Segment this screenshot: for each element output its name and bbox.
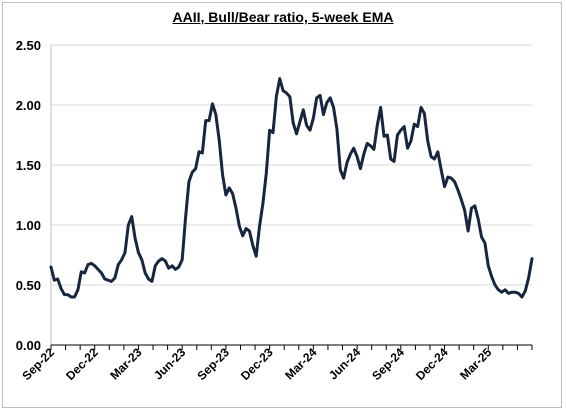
x-tick-label: Mar-24 [282, 345, 319, 382]
x-tick-label: Mar-23 [107, 345, 144, 382]
x-tick-label: Dec-22 [63, 345, 101, 383]
y-tick-label: 1.00 [16, 218, 41, 233]
y-tick-label: 2.50 [16, 38, 41, 53]
y-tick-label: 2.00 [16, 98, 41, 113]
x-tick-label: Dec-24 [413, 345, 451, 383]
chart-title: AAII, Bull/Bear ratio, 5-week EMA [172, 9, 394, 25]
x-tick-label: Jun-24 [326, 345, 363, 382]
axes [50, 45, 533, 350]
series-group [49, 77, 534, 299]
x-tick-label: Sep-23 [194, 345, 232, 383]
x-tick-labels: Sep-22 Dec-22 Mar-23 Jun-23 Sep-23 Dec-23 Mar-… [19, 345, 494, 383]
x-tick-label: Sep-24 [369, 345, 407, 383]
y-tick-label: 1.50 [16, 158, 41, 173]
y-tick-label: 0.00 [16, 338, 41, 353]
x-tick-label: Jun-23 [151, 345, 188, 382]
y-tick-label: 0.50 [16, 278, 41, 293]
y-tick-labels: 0.00 0.50 1.00 1.50 2.00 2.50 [16, 38, 41, 353]
gridlines [51, 44, 532, 286]
x-tick-label: Dec-23 [238, 345, 276, 383]
x-tick-label: Mar-25 [457, 345, 494, 382]
series-line [49, 77, 534, 299]
chart-frame [2, 2, 562, 408]
